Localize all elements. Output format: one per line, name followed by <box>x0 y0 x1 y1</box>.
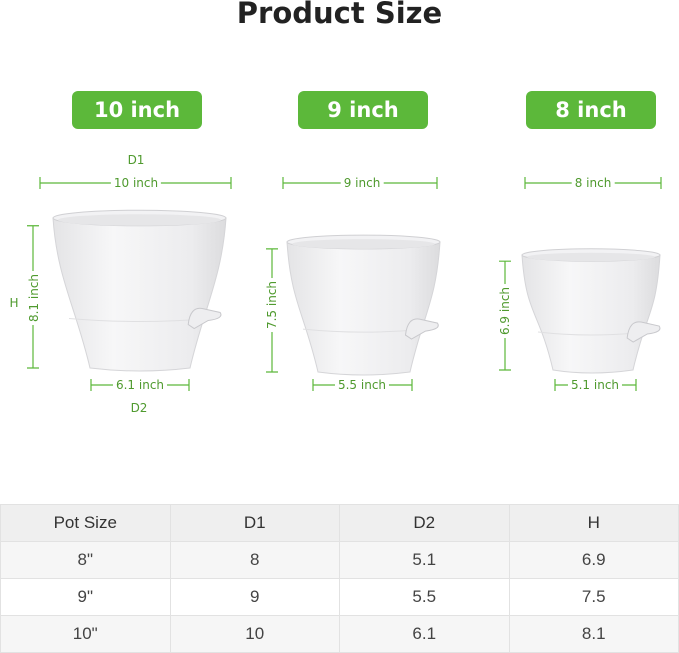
table-row: 8" 8 5.1 6.9 <box>0 541 679 579</box>
page-title: Product Size <box>236 0 443 30</box>
water-indicator-icon <box>404 318 439 340</box>
cell: 10" <box>0 615 171 653</box>
pot-opening <box>527 252 655 262</box>
pot10-d1-label: 10 inch <box>110 176 162 190</box>
size-badge-9: 9 inch <box>298 91 428 129</box>
cell: 5.1 <box>339 541 510 579</box>
cell: 8.1 <box>508 615 679 653</box>
pot9-d1-label: 9 inch <box>340 176 384 190</box>
size-badge-10: 10 inch <box>72 91 202 129</box>
cell: 7.5 <box>508 578 679 616</box>
pot8-h-label: 6.9 inch <box>498 283 512 339</box>
cell: 9" <box>0 578 171 616</box>
cell: 9 <box>169 578 340 616</box>
pot-body <box>286 241 441 376</box>
pot-opening <box>292 239 435 249</box>
pot8-d1-label: 8 inch <box>571 176 615 190</box>
cell: 5.5 <box>339 578 510 616</box>
cell: 8 <box>169 541 340 579</box>
table-row: 9" 9 5.5 7.5 <box>0 578 679 616</box>
pot10-h-label: 8.1 inch <box>27 270 41 326</box>
size-badge-8: 8 inch <box>526 91 656 129</box>
pot9-h-label: 7.5 inch <box>265 277 279 333</box>
table-header-row: Pot Size D1 D2 H <box>0 504 679 542</box>
header-d1: D1 <box>169 504 340 542</box>
pot9-d2-label: 5.5 inch <box>334 378 390 392</box>
pot-body <box>521 254 661 374</box>
pot-body <box>52 217 227 372</box>
header-h: H <box>508 504 679 542</box>
pot-opening <box>58 214 221 226</box>
cell: 10 <box>169 615 340 653</box>
size-table: Pot Size D1 D2 H 8" 8 5.1 6.9 9" 9 5.5 7.5 10"… <box>0 504 679 653</box>
d2-tag: D2 <box>127 401 151 415</box>
table-row: 10" 10 6.1 8.1 <box>0 615 679 653</box>
cell: 8" <box>0 541 171 579</box>
pots-illustration <box>27 177 662 391</box>
cell: 6.1 <box>339 615 510 653</box>
pot8-d2-label: 5.1 inch <box>567 378 623 392</box>
d1-tag: D1 <box>124 153 148 167</box>
header-d2: D2 <box>339 504 510 542</box>
water-indicator-icon <box>626 321 661 343</box>
pot10-d2-label: 6.1 inch <box>112 378 168 392</box>
h-tag: H <box>6 296 22 310</box>
cell: 6.9 <box>508 541 679 579</box>
header-pot-size: Pot Size <box>0 504 171 542</box>
water-indicator-icon <box>187 307 222 330</box>
